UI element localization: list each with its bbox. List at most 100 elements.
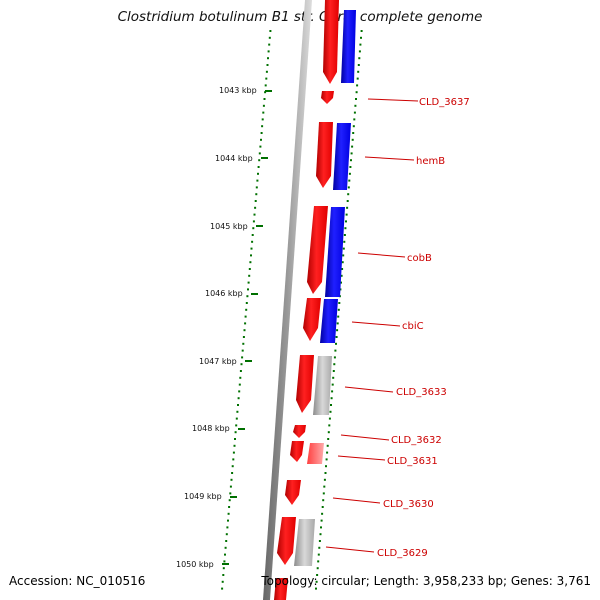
ring-dot <box>350 152 353 155</box>
ring-dot <box>351 145 354 148</box>
ring-dot <box>245 308 248 311</box>
gene-arrow-forward[interactable] <box>285 480 301 505</box>
label-leader <box>364 156 415 161</box>
gene-block-reverse[interactable] <box>294 519 315 566</box>
ring-dot <box>335 336 338 338</box>
ring-dot <box>242 336 245 338</box>
ring-dot <box>327 431 330 434</box>
ring-dot <box>330 404 332 406</box>
ring-dot <box>224 546 227 549</box>
ring-dot <box>360 30 363 32</box>
ring-dot <box>349 166 352 168</box>
ring-dot <box>358 50 361 53</box>
gene-label[interactable]: CLD_3629 <box>377 548 428 559</box>
ring-dot <box>242 342 245 345</box>
gene-label[interactable]: cbiC <box>402 321 424 332</box>
gene-label[interactable]: CLD_3631 <box>387 456 438 467</box>
ring-dot <box>322 492 325 495</box>
gene-block-reverse[interactable] <box>320 299 338 343</box>
ring-dot <box>321 512 324 515</box>
ring-dot <box>328 417 331 420</box>
gene-block-reverse[interactable] <box>333 123 351 190</box>
forward-strand-genes[interactable] <box>274 0 339 600</box>
ring-dot <box>233 444 236 447</box>
ring-dot <box>263 98 266 100</box>
ring-dot <box>234 431 237 434</box>
ring-dot <box>348 172 351 175</box>
gene-block-reverse[interactable] <box>341 10 356 83</box>
gene-label[interactable]: hemB <box>416 156 445 167</box>
gene-arrow-forward[interactable] <box>323 0 339 84</box>
gene-arrow-forward[interactable] <box>307 206 328 294</box>
gene-label[interactable]: CLD_3633 <box>396 387 447 398</box>
ring-dot <box>254 206 257 209</box>
ring-dot <box>358 57 361 60</box>
gene-block-reverse[interactable] <box>313 356 332 415</box>
ring-dot <box>317 560 320 563</box>
ring-dot <box>262 104 265 107</box>
ring-dot <box>224 553 226 556</box>
ring-dot <box>355 98 357 100</box>
ring-dot <box>267 57 269 60</box>
label-leader <box>325 546 375 553</box>
ring-dot <box>230 478 233 481</box>
label-leader <box>340 434 390 441</box>
ring-dot <box>231 472 234 474</box>
ring-dot <box>359 43 362 46</box>
ring-dot <box>338 302 341 304</box>
gene-arrow-forward[interactable] <box>293 425 306 438</box>
gene-label[interactable]: CLD_3637 <box>419 97 470 108</box>
gene-label[interactable]: CLD_3630 <box>383 499 434 510</box>
ring-dot <box>320 526 322 529</box>
kbp-label: 1047 kbp <box>199 357 237 366</box>
ring-dot <box>260 132 263 134</box>
gene-arrow-forward[interactable] <box>316 122 333 188</box>
ring-dot <box>335 342 337 345</box>
ring-dot <box>330 397 333 400</box>
ring-dot <box>228 499 231 502</box>
ring-dot <box>346 206 349 209</box>
ring-dot <box>325 458 328 461</box>
ring-dot <box>232 451 235 454</box>
ring-dot <box>247 288 249 291</box>
ring-dot <box>235 417 238 420</box>
gene-arrow-forward[interactable] <box>277 517 296 565</box>
gene-block-reverse[interactable] <box>307 443 324 464</box>
label-leader <box>332 497 381 504</box>
ring-dot <box>343 240 346 243</box>
gene-block-reverse[interactable] <box>325 207 345 297</box>
gene-arrow-forward[interactable] <box>296 355 314 413</box>
ring-dot <box>250 247 253 250</box>
ring-dot <box>238 383 241 386</box>
label-leader <box>357 252 406 258</box>
ring-dot <box>251 234 254 236</box>
ring-dot <box>243 329 246 332</box>
ring-dot <box>343 234 346 236</box>
ring-dot <box>229 485 232 488</box>
ring-dot <box>340 281 342 284</box>
ring-dot <box>222 574 225 576</box>
ring-dot <box>239 376 242 379</box>
gene-arrow-forward[interactable] <box>321 91 334 104</box>
ring-dot <box>329 410 332 413</box>
ruler-dots <box>221 30 272 590</box>
reverse-strand-genes[interactable] <box>294 10 356 566</box>
ring-dot <box>325 465 327 468</box>
kbp-label: 1045 kbp <box>210 222 248 231</box>
gene-arrow-forward[interactable] <box>290 441 304 462</box>
ring-dot <box>345 213 348 216</box>
gene-label[interactable]: CLD_3632 <box>391 435 442 446</box>
gene-arrow-forward[interactable] <box>274 578 288 600</box>
gene-labels: CLD_3637 hemB cobB cbiC CLD_3633 CLD_363… <box>325 97 470 559</box>
ring-dot <box>222 567 225 570</box>
ring-dot <box>337 315 340 318</box>
ring-dot <box>334 349 337 352</box>
ring-dot <box>257 166 260 168</box>
kbp-label: 1050 kbp <box>176 560 214 569</box>
ring-dot <box>244 315 247 318</box>
ring-dot <box>247 281 250 284</box>
gene-arrow-forward[interactable] <box>303 298 321 341</box>
label-leader <box>367 98 419 102</box>
gene-label[interactable]: cobB <box>407 253 432 264</box>
